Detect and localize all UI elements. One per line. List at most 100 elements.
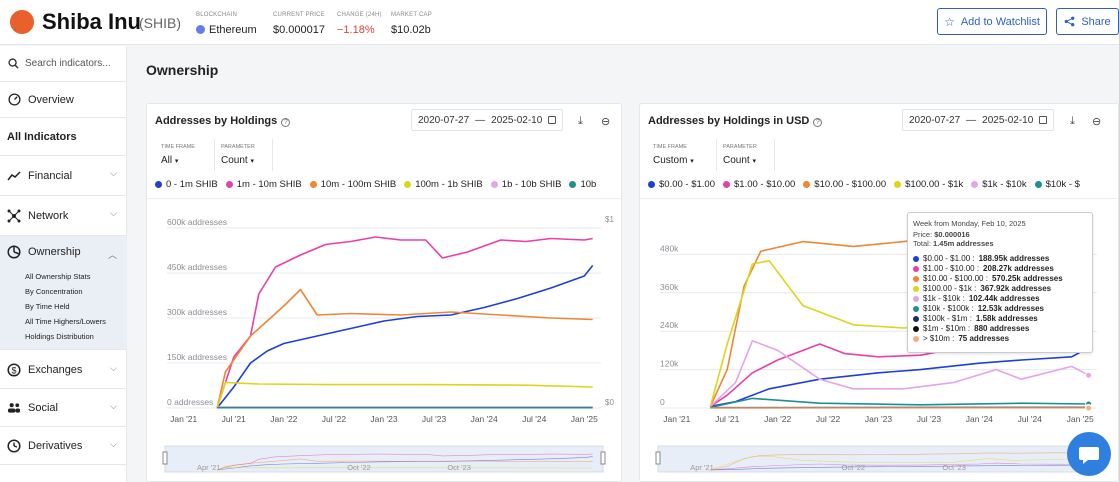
date-from: 2020-07-27 — [909, 114, 961, 126]
sub-item-by-time-held[interactable]: By Time Held — [25, 302, 70, 311]
tooltip-row: $10.00 - $100.00 :570.25k addresses — [913, 274, 1087, 284]
date-to: 2025-02-10 — [982, 114, 1034, 126]
download-icon[interactable]: ⤓ — [1070, 115, 1075, 127]
ownership-section: Ownership ︿ All Ownership Stats By Conce… — [0, 236, 127, 350]
tooltip-row-label: > $10m : — [923, 334, 955, 343]
sidebar-item-exchanges[interactable]: $ Exchanges ⌵ — [0, 351, 127, 389]
legend-label: 1m - 10m SHIB — [236, 179, 302, 190]
sub-item-all-time-highers-lowers[interactable]: All Time Highers/Lowers — [25, 317, 106, 326]
star-icon: ☆ — [944, 14, 955, 29]
legend-dot — [309, 181, 317, 188]
legend-label: $100.00 - $1k — [905, 179, 964, 190]
legend-label: $0.00 - $1.00 — [659, 179, 715, 190]
sidebar-item-ownership[interactable]: Ownership ︿ — [0, 236, 127, 268]
holdings-usd-chart[interactable]: 0 120k 240k 360k 480k Jan '21 Jul '21 Jan '22 Ju… — [640, 200, 1119, 482]
timeframe-label: TIME FRAME — [161, 144, 195, 150]
timeframe-value: All — [161, 155, 173, 166]
legend-item[interactable]: $1.00 - $10.00 — [723, 179, 795, 190]
legend-item[interactable]: $1k - $10k — [971, 179, 1027, 190]
tooltip-price: $0.000016 — [934, 230, 970, 239]
date-range-picker[interactable]: 2020-07-27 — 2025-02-10 — [902, 109, 1055, 131]
legend-item[interactable]: 100m - 1b SHIB — [404, 179, 483, 190]
x-tick-label: Jan '23 — [370, 414, 397, 424]
holdings-chart[interactable]: 0 addresses 150k addresses 300k addresses 4… — [147, 200, 623, 482]
tooltip-row: $100k - $1m :1.58k addresses — [913, 314, 1087, 324]
people-icon — [7, 401, 21, 415]
sidebar-item-derivatives[interactable]: Derivatives ⌵ — [0, 427, 127, 465]
tooltip-dot — [913, 316, 919, 322]
watchlist-label: Add to Watchlist — [960, 15, 1040, 28]
sidebar-item-social[interactable]: Social ⌵ — [0, 389, 127, 427]
sidebar-item-label: Social — [28, 401, 58, 414]
timeframe-select[interactable]: TIME FRAME Custom ▾ — [647, 139, 717, 171]
sidebar-item-all-indicators[interactable]: All Indicators — [0, 118, 127, 156]
sidebar-item-overview[interactable]: Overview — [0, 82, 127, 118]
chevron-down-icon: ▾ — [174, 158, 179, 165]
tooltip-dot — [913, 296, 919, 302]
link-icon[interactable]: ⊖ — [1092, 116, 1102, 128]
legend-item[interactable]: 10b — [569, 179, 596, 190]
legend-item[interactable]: 0 - 1m SHIB — [155, 179, 218, 190]
timeframe-select[interactable]: TIME FRAME All ▾ — [155, 139, 215, 171]
series-line — [710, 346, 1089, 408]
chart-legend: $0.00 - $1.00 $1.00 - $10.00 $10.00 - $100… — [648, 179, 1114, 193]
chevron-down-icon: ▾ — [690, 158, 694, 165]
legend-item[interactable]: $10.00 - $100.00 — [803, 179, 886, 190]
legend-item[interactable]: $10k - $ — [1034, 179, 1080, 190]
x-tick-label: Jan '22 — [764, 414, 791, 424]
y2-tick-label: $0 — [605, 398, 614, 407]
chart-legend: 0 - 1m SHIB 1m - 10m SHIB 10m - 100m SHIB 1… — [155, 179, 617, 193]
tooltip-rows: $0.00 - $1.00 :188.95k addresses $1.00 - … — [913, 254, 1087, 344]
sub-item-holdings-distribution[interactable]: Holdings Distribution — [25, 332, 94, 341]
share-button[interactable]: Share — [1056, 8, 1119, 35]
legend-item[interactable]: 1b - 10b SHIB — [490, 179, 562, 190]
legend-label: 0 - 1m SHIB — [166, 179, 218, 190]
ethereum-icon — [196, 25, 205, 34]
y-tick-label: 150k addresses — [167, 352, 227, 362]
search-indicators[interactable]: Search indicators... — [0, 46, 127, 82]
navigator-handle — [600, 451, 606, 465]
help-icon[interactable]: ? — [281, 118, 291, 127]
link-icon[interactable]: ⊖ — [601, 116, 611, 128]
x-tick-label: Jan '22 — [270, 414, 297, 424]
legend-item[interactable]: $100.00 - $1k — [894, 179, 963, 190]
legend-dot — [894, 181, 902, 188]
share-label: Share — [1081, 15, 1111, 28]
parameter-select[interactable]: PARAMETER Count ▾ — [717, 139, 775, 171]
top-bar: Shiba Inu (SHIB) BLOCKCHAIN Ethereum CUR… — [0, 0, 1119, 45]
legend-label: 1b - 10b SHIB — [501, 179, 562, 190]
timeframe-value: Custom — [653, 155, 688, 166]
navigator-line — [710, 462, 1089, 471]
navigator-label: Apr '21 — [690, 463, 714, 472]
legend-item[interactable]: 10m - 100m SHIB — [309, 179, 397, 190]
legend-item[interactable]: $0.00 - $1.00 — [648, 179, 715, 190]
tooltip-row-value: 570.25k addresses — [991, 274, 1063, 283]
date-range-picker[interactable]: 2020-07-27 — 2025-02-10 — [411, 109, 564, 131]
stat-label: CURRENT PRICE — [273, 12, 325, 18]
sidebar-item-financial[interactable]: Financial ⌵ — [0, 156, 127, 196]
help-icon[interactable]: ? — [813, 118, 823, 127]
chat-button[interactable] — [1067, 432, 1111, 476]
x-tick-label: Jul '22 — [322, 414, 347, 424]
tooltip-row: $10k - $100k :12.53k addresses — [913, 304, 1087, 314]
tooltip-total: 1.45m addresses — [933, 239, 994, 248]
legend-label: 10m - 100m SHIB — [320, 179, 397, 190]
legend-item[interactable]: 1m - 10m SHIB — [225, 179, 302, 190]
tooltip-row: $0.00 - $1.00 :188.95k addresses — [913, 254, 1087, 264]
navigator-handle — [655, 451, 661, 465]
download-icon[interactable]: ⤓ — [578, 115, 583, 127]
navigator-line — [216, 458, 593, 471]
tooltip-row-value: 880 addresses — [974, 324, 1030, 333]
add-to-watchlist-button[interactable]: ☆ Add to Watchlist — [937, 8, 1047, 35]
sub-item-all-ownership-stats[interactable]: All Ownership Stats — [25, 272, 91, 281]
legend-dot — [225, 181, 233, 188]
legend-dot — [155, 181, 162, 188]
sidebar-item-label: Derivatives — [28, 439, 83, 452]
tooltip-dot — [913, 336, 919, 342]
series-line — [710, 397, 1089, 409]
tooltip-row-value: 367.92k addresses — [980, 284, 1052, 293]
legend-label: $1.00 - $10.00 — [734, 179, 796, 190]
parameter-select[interactable]: PARAMETER Count ▾ — [215, 139, 273, 171]
sub-item-by-concentration[interactable]: By Concentration — [25, 287, 83, 296]
sidebar-item-network[interactable]: Network ⌵ — [0, 196, 127, 236]
